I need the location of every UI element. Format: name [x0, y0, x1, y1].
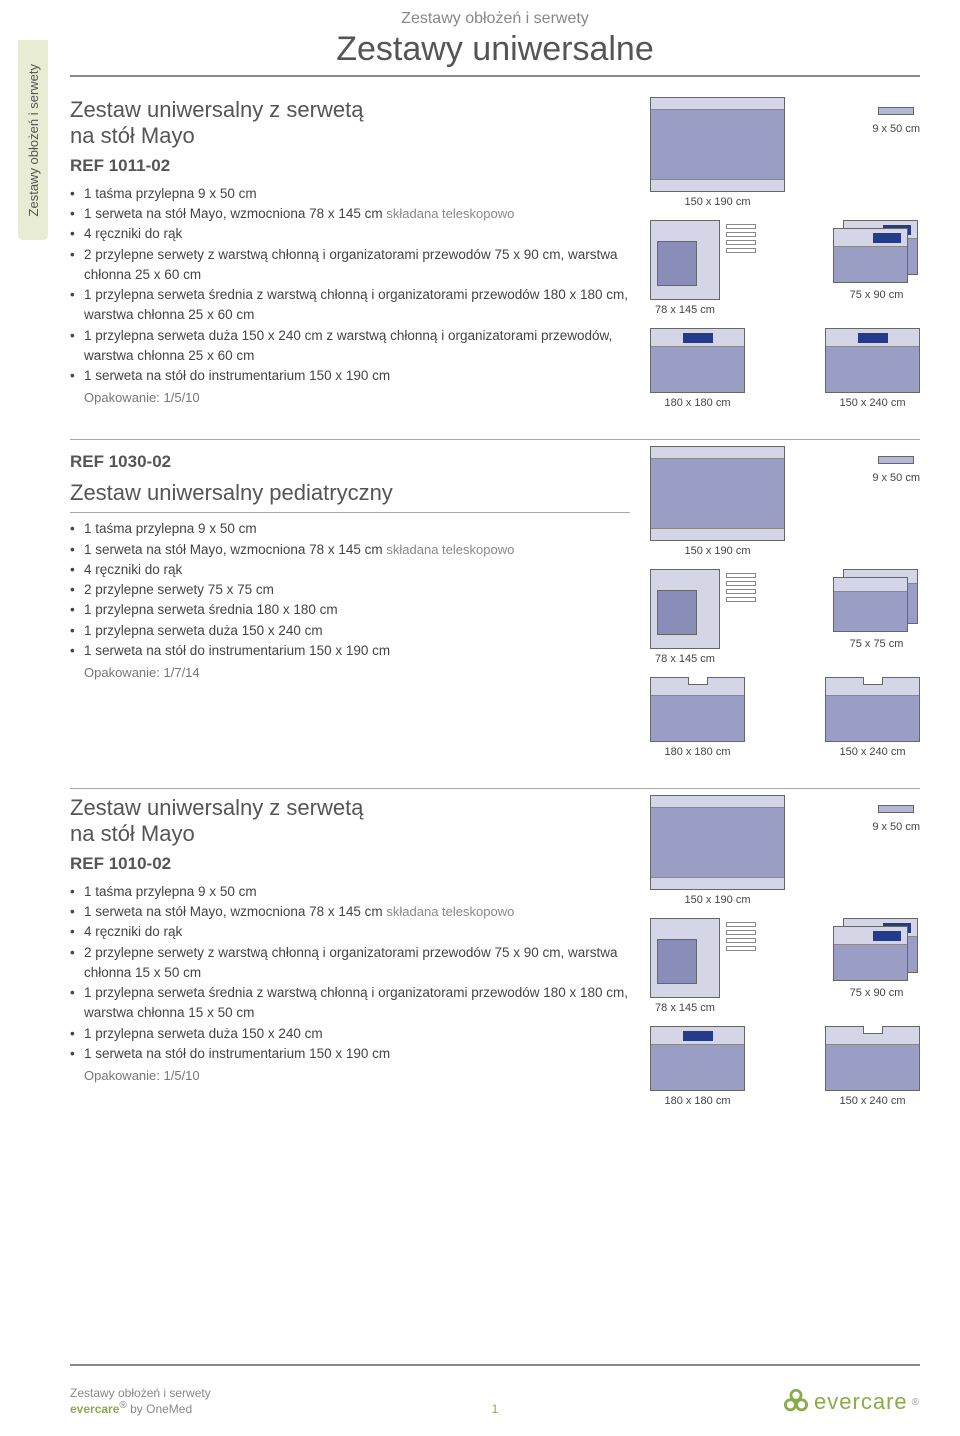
header-category: Zestawy obłożeń i serwety — [70, 10, 920, 28]
packaging: Opakowanie: 1/7/14 — [70, 665, 630, 680]
list-item: 1 serweta na stół do instrumentarium 150… — [70, 641, 630, 661]
diagram-drape: 150 x 240 cm — [825, 328, 920, 409]
list-item: 2 przylepne serwety z warstwą chłonną i … — [70, 943, 630, 984]
section-title: Zestaw uniwersalny z serwetąna stół Mayo — [70, 795, 630, 848]
diagram-strip: 9 x 50 cm — [872, 805, 920, 833]
list-item: 1 serweta na stół Mayo, wzmocniona 78 x … — [70, 902, 630, 922]
footer-brand: evercare® by OneMed — [70, 1400, 211, 1416]
list-item: 1 przylepna serweta duża 150 x 240 cm z … — [70, 326, 630, 367]
list-item: 4 ręczniki do rąk — [70, 922, 630, 942]
diagram-drape: 180 x 180 cm — [650, 677, 745, 758]
product-section: REF 1030-02 Zestaw uniwersalny pediatrycz… — [70, 446, 920, 758]
list-item: 2 przylepne serwety z warstwą chłonną i … — [70, 245, 630, 286]
diagrams: 150 x 190 cm 9 x 50 cm 78 x 145 cm — [650, 97, 920, 409]
diagram-drape: 150 x 240 cm — [825, 1026, 920, 1107]
diagram-mayo: 78 x 145 cm — [650, 220, 756, 316]
diagram-strip: 9 x 50 cm — [872, 107, 920, 135]
diagram-drape-pair: 75 x 90 cm — [833, 220, 920, 301]
towels-icon — [726, 224, 756, 253]
product-section: Zestaw uniwersalny z serwetąna stół Mayo… — [70, 795, 920, 1107]
diagram-drape-pair: 75 x 90 cm — [833, 918, 920, 999]
header-title: Zestawy uniwersalne — [70, 30, 920, 69]
clover-icon — [782, 1388, 810, 1416]
list-item: 2 przylepne serwety 75 x 75 cm — [70, 580, 630, 600]
list-item: 1 przylepna serweta duża 150 x 240 cm — [70, 621, 630, 641]
list-item: 1 przylepna serweta średnia z warstwą ch… — [70, 285, 630, 326]
item-list: 1 taśma przylepna 9 x 50 cm1 serweta na … — [70, 184, 630, 387]
towels-icon — [726, 922, 756, 951]
list-item: 1 przylepna serweta średnia z warstwą ch… — [70, 983, 630, 1024]
list-item: 1 przylepna serweta średnia 180 x 180 cm — [70, 600, 630, 620]
diagram-table: 150 x 190 cm — [650, 446, 785, 557]
page-number: 1 — [492, 1402, 499, 1416]
diagram-table: 150 x 190 cm — [650, 97, 785, 208]
list-item: 1 taśma przylepna 9 x 50 cm — [70, 184, 630, 204]
list-item: 1 serweta na stół do instrumentarium 150… — [70, 1044, 630, 1064]
product-section: Zestaw uniwersalny z serwetąna stół Mayo… — [70, 97, 920, 409]
diagram-drape: 150 x 240 cm — [825, 677, 920, 758]
page-header: Zestawy obłożeń i serwety Zestawy uniwer… — [70, 10, 920, 69]
packaging: Opakowanie: 1/5/10 — [70, 390, 630, 405]
diagram-strip: 9 x 50 cm — [872, 456, 920, 484]
section-ref: REF 1030-02 — [70, 452, 630, 472]
list-item: 1 serweta na stół Mayo, wzmocniona 78 x … — [70, 204, 630, 224]
diagram-drape: 180 x 180 cm — [650, 1026, 745, 1107]
item-list: 1 taśma przylepna 9 x 50 cm1 serweta na … — [70, 882, 630, 1064]
footer-divider — [70, 1364, 920, 1366]
logo: evercare® — [782, 1388, 920, 1416]
divider — [70, 512, 630, 513]
item-list: 1 taśma przylepna 9 x 50 cm1 serweta na … — [70, 519, 630, 661]
section-ref: REF 1010-02 — [70, 854, 630, 874]
divider — [70, 788, 920, 789]
section-ref: REF 1011-02 — [70, 156, 630, 176]
diagram-mayo: 78 x 145 cm — [650, 569, 756, 665]
divider — [70, 439, 920, 440]
section-title: Zestaw uniwersalny z serwetąna stół Mayo — [70, 97, 630, 150]
diagram-table: 150 x 190 cm — [650, 795, 785, 906]
side-tab: Zestawy obłożeń i serwety — [18, 40, 48, 240]
divider — [70, 75, 920, 77]
list-item: 1 serweta na stół do instrumentarium 150… — [70, 366, 630, 386]
footer-category: Zestawy obłożeń i serwety — [70, 1386, 211, 1400]
list-item: 4 ręczniki do rąk — [70, 224, 630, 244]
diagram-mayo: 78 x 145 cm — [650, 918, 756, 1014]
side-tab-text: Zestawy obłożeń i serwety — [26, 64, 41, 216]
list-item: 1 przylepna serweta duża 150 x 240 cm — [70, 1024, 630, 1044]
list-item: 1 taśma przylepna 9 x 50 cm — [70, 519, 630, 539]
towels-icon — [726, 573, 756, 602]
diagrams: 150 x 190 cm 9 x 50 cm 78 x 145 cm — [650, 795, 920, 1107]
section-title: Zestaw uniwersalny pediatryczny — [70, 480, 630, 506]
diagram-drape: 180 x 180 cm — [650, 328, 745, 409]
diagrams: 150 x 190 cm 9 x 50 cm 78 x 145 cm — [650, 446, 920, 758]
list-item: 1 taśma przylepna 9 x 50 cm — [70, 882, 630, 902]
list-item: 1 serweta na stół Mayo, wzmocniona 78 x … — [70, 540, 630, 560]
diagram-drape-pair: 75 x 75 cm — [833, 569, 920, 650]
footer: Zestawy obłożeń i serwety evercare® by O… — [70, 1358, 920, 1416]
list-item: 4 ręczniki do rąk — [70, 560, 630, 580]
packaging: Opakowanie: 1/5/10 — [70, 1068, 630, 1083]
